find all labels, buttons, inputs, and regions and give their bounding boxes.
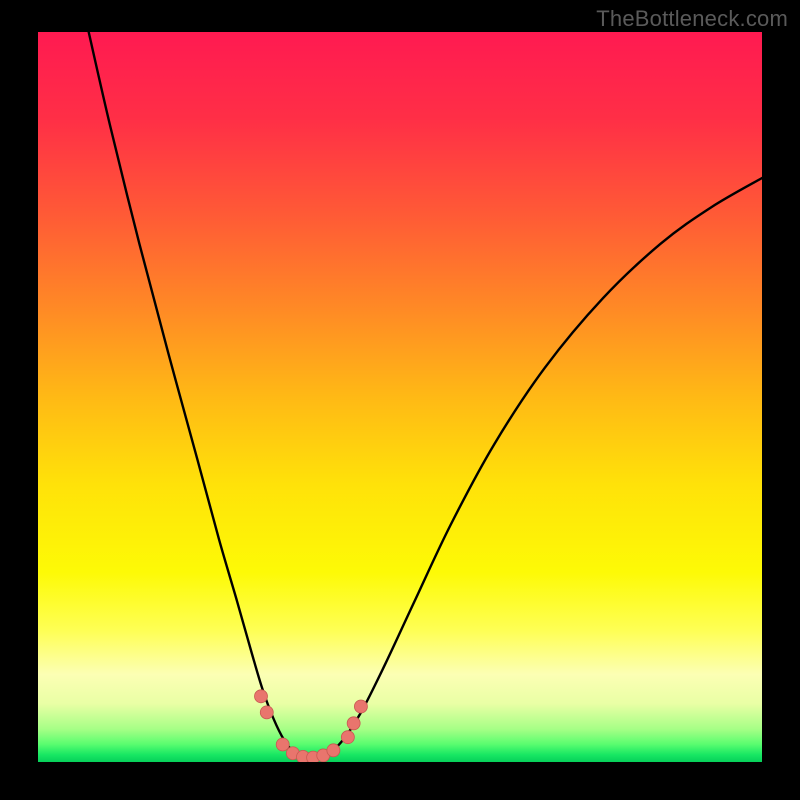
gradient-panel	[38, 32, 762, 762]
curve-marker	[354, 700, 367, 713]
curve-marker	[260, 706, 273, 719]
curve-marker	[276, 738, 289, 751]
watermark-text: TheBottleneck.com	[596, 6, 788, 32]
curve-marker	[327, 744, 340, 757]
chart-frame: TheBottleneck.com	[0, 0, 800, 800]
curve-marker	[254, 690, 267, 703]
curve-marker	[341, 731, 354, 744]
bottleneck-chart-svg	[0, 0, 800, 800]
curve-marker	[347, 717, 360, 730]
